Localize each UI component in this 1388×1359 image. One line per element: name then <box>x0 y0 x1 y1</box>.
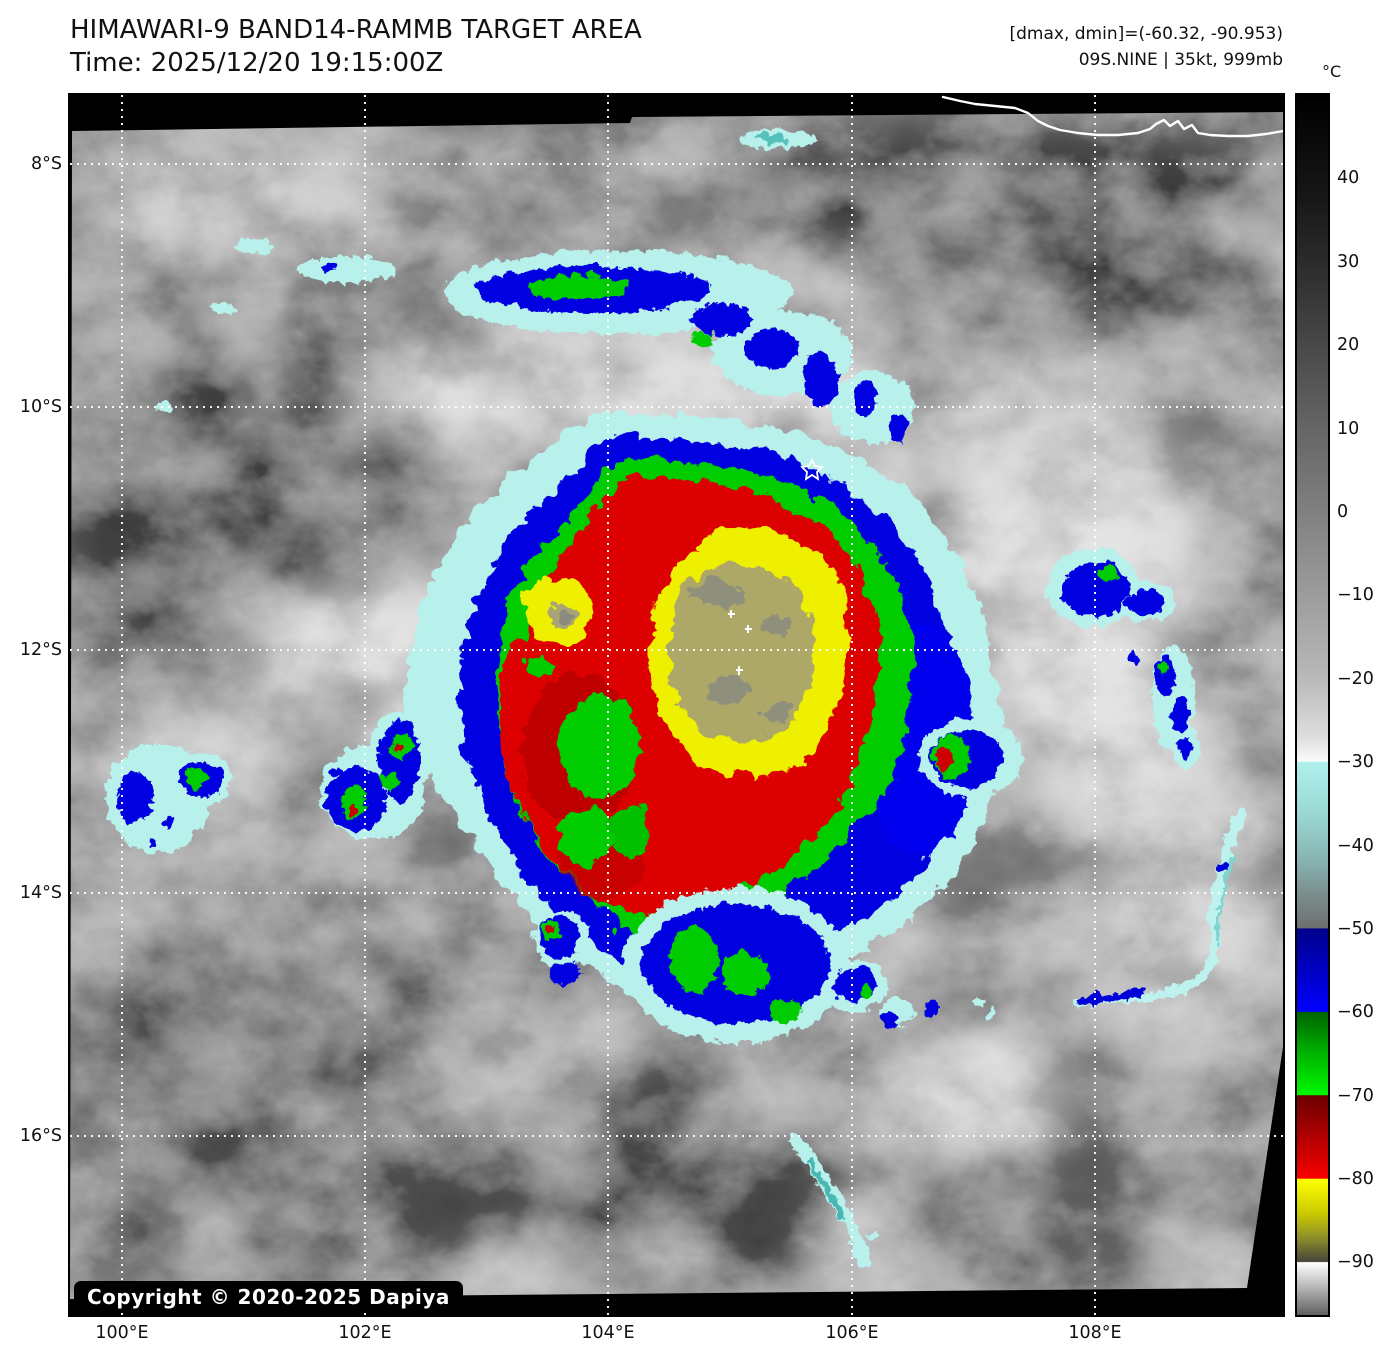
storm-cold-cloud-shield <box>400 407 998 1001</box>
colorbar-tick: −40 <box>1337 835 1374 856</box>
coastline <box>941 95 1283 138</box>
colorbar-tick: −90 <box>1337 1252 1374 1273</box>
longitude-label: 106°E <box>825 1323 879 1343</box>
colorbar-tick: 0 <box>1337 501 1349 522</box>
dmax-dmin-annotation: [dmax, dmin]=(-60.32, -90.953) <box>1009 24 1284 44</box>
colorbar-tick: 30 <box>1337 251 1360 272</box>
colorbar-tick: −70 <box>1337 1085 1374 1106</box>
star-marker <box>800 457 824 481</box>
cross-marker <box>736 666 743 675</box>
latitude-label: 16°S <box>19 1126 62 1146</box>
graticule-gridlines <box>70 95 1283 1315</box>
satellite-map <box>68 93 1285 1317</box>
colorbar-tick: −80 <box>1337 1169 1374 1190</box>
latitude-label: 10°S <box>19 397 62 417</box>
colorbar-tick: 10 <box>1337 418 1360 439</box>
colorbar-tick: −30 <box>1337 752 1374 773</box>
copyright-badge: Copyright © 2020-2025 Dapiya <box>74 1281 463 1313</box>
longitude-label: 100°E <box>95 1323 149 1343</box>
cross-marker <box>745 625 752 633</box>
colorbar-gradient <box>1297 95 1328 1315</box>
timestamp: Time: 2025/12/20 19:15:00Z <box>70 47 444 78</box>
latitude-label: 8°S <box>31 154 62 174</box>
page-title: HIMAWARI-9 BAND14-RAMMB TARGET AREA <box>70 15 642 45</box>
cross-marker <box>728 610 735 618</box>
latitude-label: 14°S <box>19 883 62 903</box>
header-left: HIMAWARI-9 BAND14-RAMMB TARGET AREA Time… <box>70 14 642 80</box>
east-convective-features <box>152 299 1242 1267</box>
north-convective-band <box>230 127 912 441</box>
storm-markers <box>728 457 824 675</box>
longitude-label: 104°E <box>581 1323 635 1343</box>
colorbar-tick: −60 <box>1337 1002 1374 1023</box>
storm-id-annotation: 09S.NINE | 35kt, 999mb <box>1078 49 1283 70</box>
colorbar-tick: −50 <box>1337 918 1374 939</box>
longitude-label: 102°E <box>338 1323 392 1343</box>
temperature-colorbar <box>1295 93 1330 1317</box>
header-right: [dmax, dmin]=(-60.32, -90.953) 09S.NINE … <box>1010 22 1284 73</box>
colorbar-unit-label: °C <box>1322 62 1342 81</box>
latitude-label: 12°S <box>19 640 62 660</box>
colorbar-tick: 20 <box>1337 335 1360 356</box>
satellite-ir-image <box>70 95 1283 1315</box>
colorbar-tick: −20 <box>1337 668 1374 689</box>
data-swath <box>70 112 1283 1299</box>
colorbar-tick: −10 <box>1337 585 1374 606</box>
south-convective-band <box>532 885 995 1041</box>
longitude-label: 108°E <box>1068 1323 1122 1343</box>
colorbar-tick: 40 <box>1337 168 1360 189</box>
